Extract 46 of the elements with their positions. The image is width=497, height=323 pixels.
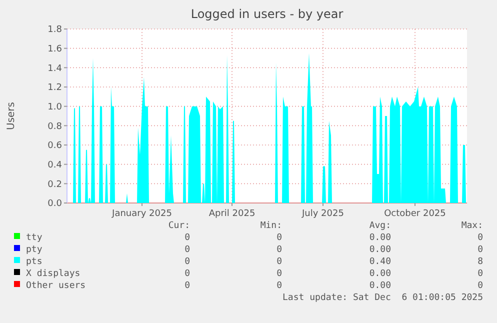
- text: 0: [184, 269, 190, 279]
- text: 0: [276, 269, 282, 279]
- x-tick-label: April 2025: [208, 209, 256, 219]
- text: Last update: Sat Dec 6 01:00:05 2025: [282, 293, 483, 303]
- text: 0.00: [369, 233, 391, 243]
- text: 0: [478, 233, 483, 243]
- text: Cur:: [168, 221, 190, 231]
- y-axis-title: Users: [6, 102, 17, 130]
- x-tick-label: October 2025: [384, 209, 446, 219]
- text: 0.00: [369, 269, 391, 279]
- text: 0: [478, 245, 483, 255]
- y-tick-label: 0.0: [48, 199, 62, 210]
- x-tick-label: January 2025: [111, 209, 172, 219]
- y-tick-label: 1.2: [48, 83, 62, 94]
- y-tick-label: 0.8: [48, 122, 62, 132]
- text: 0: [184, 233, 190, 243]
- legend-label: pts: [26, 257, 42, 267]
- text: 0.00: [369, 245, 391, 255]
- text: 0: [276, 233, 282, 243]
- text: 8: [478, 257, 483, 267]
- legend-label: Other users: [26, 281, 86, 291]
- legend-label: pty: [26, 245, 43, 255]
- text: 0: [478, 281, 483, 291]
- y-tick-label: 0.6: [48, 141, 62, 152]
- text: Max:: [461, 221, 483, 231]
- text: 0: [276, 281, 282, 291]
- chart-title: Logged in users - by year: [190, 7, 344, 21]
- y-tick-label: 0.4: [48, 160, 62, 170]
- y-tick-label: 1.0: [48, 102, 62, 112]
- legend-label: tty: [26, 233, 43, 243]
- text: Avg:: [369, 221, 391, 231]
- text: 0: [478, 269, 483, 279]
- y-tick-label: 1.6: [48, 44, 62, 54]
- x-tick-label: July 2025: [301, 209, 344, 219]
- text: 0.40: [369, 257, 391, 267]
- text: 0: [276, 257, 282, 267]
- y-tick-label: 0.2: [48, 180, 62, 190]
- text: Min:: [260, 221, 282, 231]
- text: 0: [184, 245, 190, 255]
- text: 0: [276, 245, 282, 255]
- y-tick-label: 1.8: [48, 25, 62, 36]
- text: 0: [184, 281, 190, 291]
- legend-label: X displays: [26, 269, 80, 279]
- text: 0: [184, 257, 190, 267]
- y-tick-label: 1.4: [48, 64, 62, 74]
- text: 0.00: [369, 281, 391, 291]
